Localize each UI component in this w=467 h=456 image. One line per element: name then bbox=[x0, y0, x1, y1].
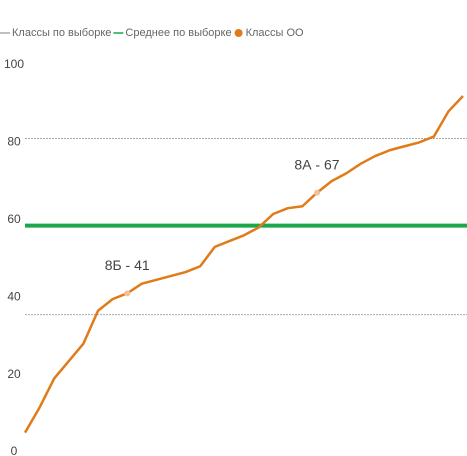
data-label: 8А - 67 bbox=[294, 156, 339, 172]
y-tick-label: 20 bbox=[7, 367, 21, 381]
legend-label: Классы ОО bbox=[246, 27, 304, 39]
data-line bbox=[23, 95, 464, 434]
y-tick-label: 0 bbox=[11, 444, 18, 456]
legend-label: Классы по выборке bbox=[12, 27, 111, 39]
y-tick-label: 100 bbox=[4, 57, 24, 71]
legend: Классы по выборке Среднее по выборке Класс… bbox=[0, 27, 304, 39]
legend-icon bbox=[234, 29, 243, 37]
highlight-point bbox=[124, 290, 131, 297]
y-tick-label: 80 bbox=[7, 135, 21, 149]
y-tick-label: 40 bbox=[7, 289, 21, 303]
y-tick-label: 60 bbox=[7, 212, 21, 226]
highlight-point bbox=[314, 189, 320, 196]
data-label: 8Б - 41 bbox=[105, 257, 150, 273]
legend-label: Среднее по выборке bbox=[125, 27, 231, 39]
